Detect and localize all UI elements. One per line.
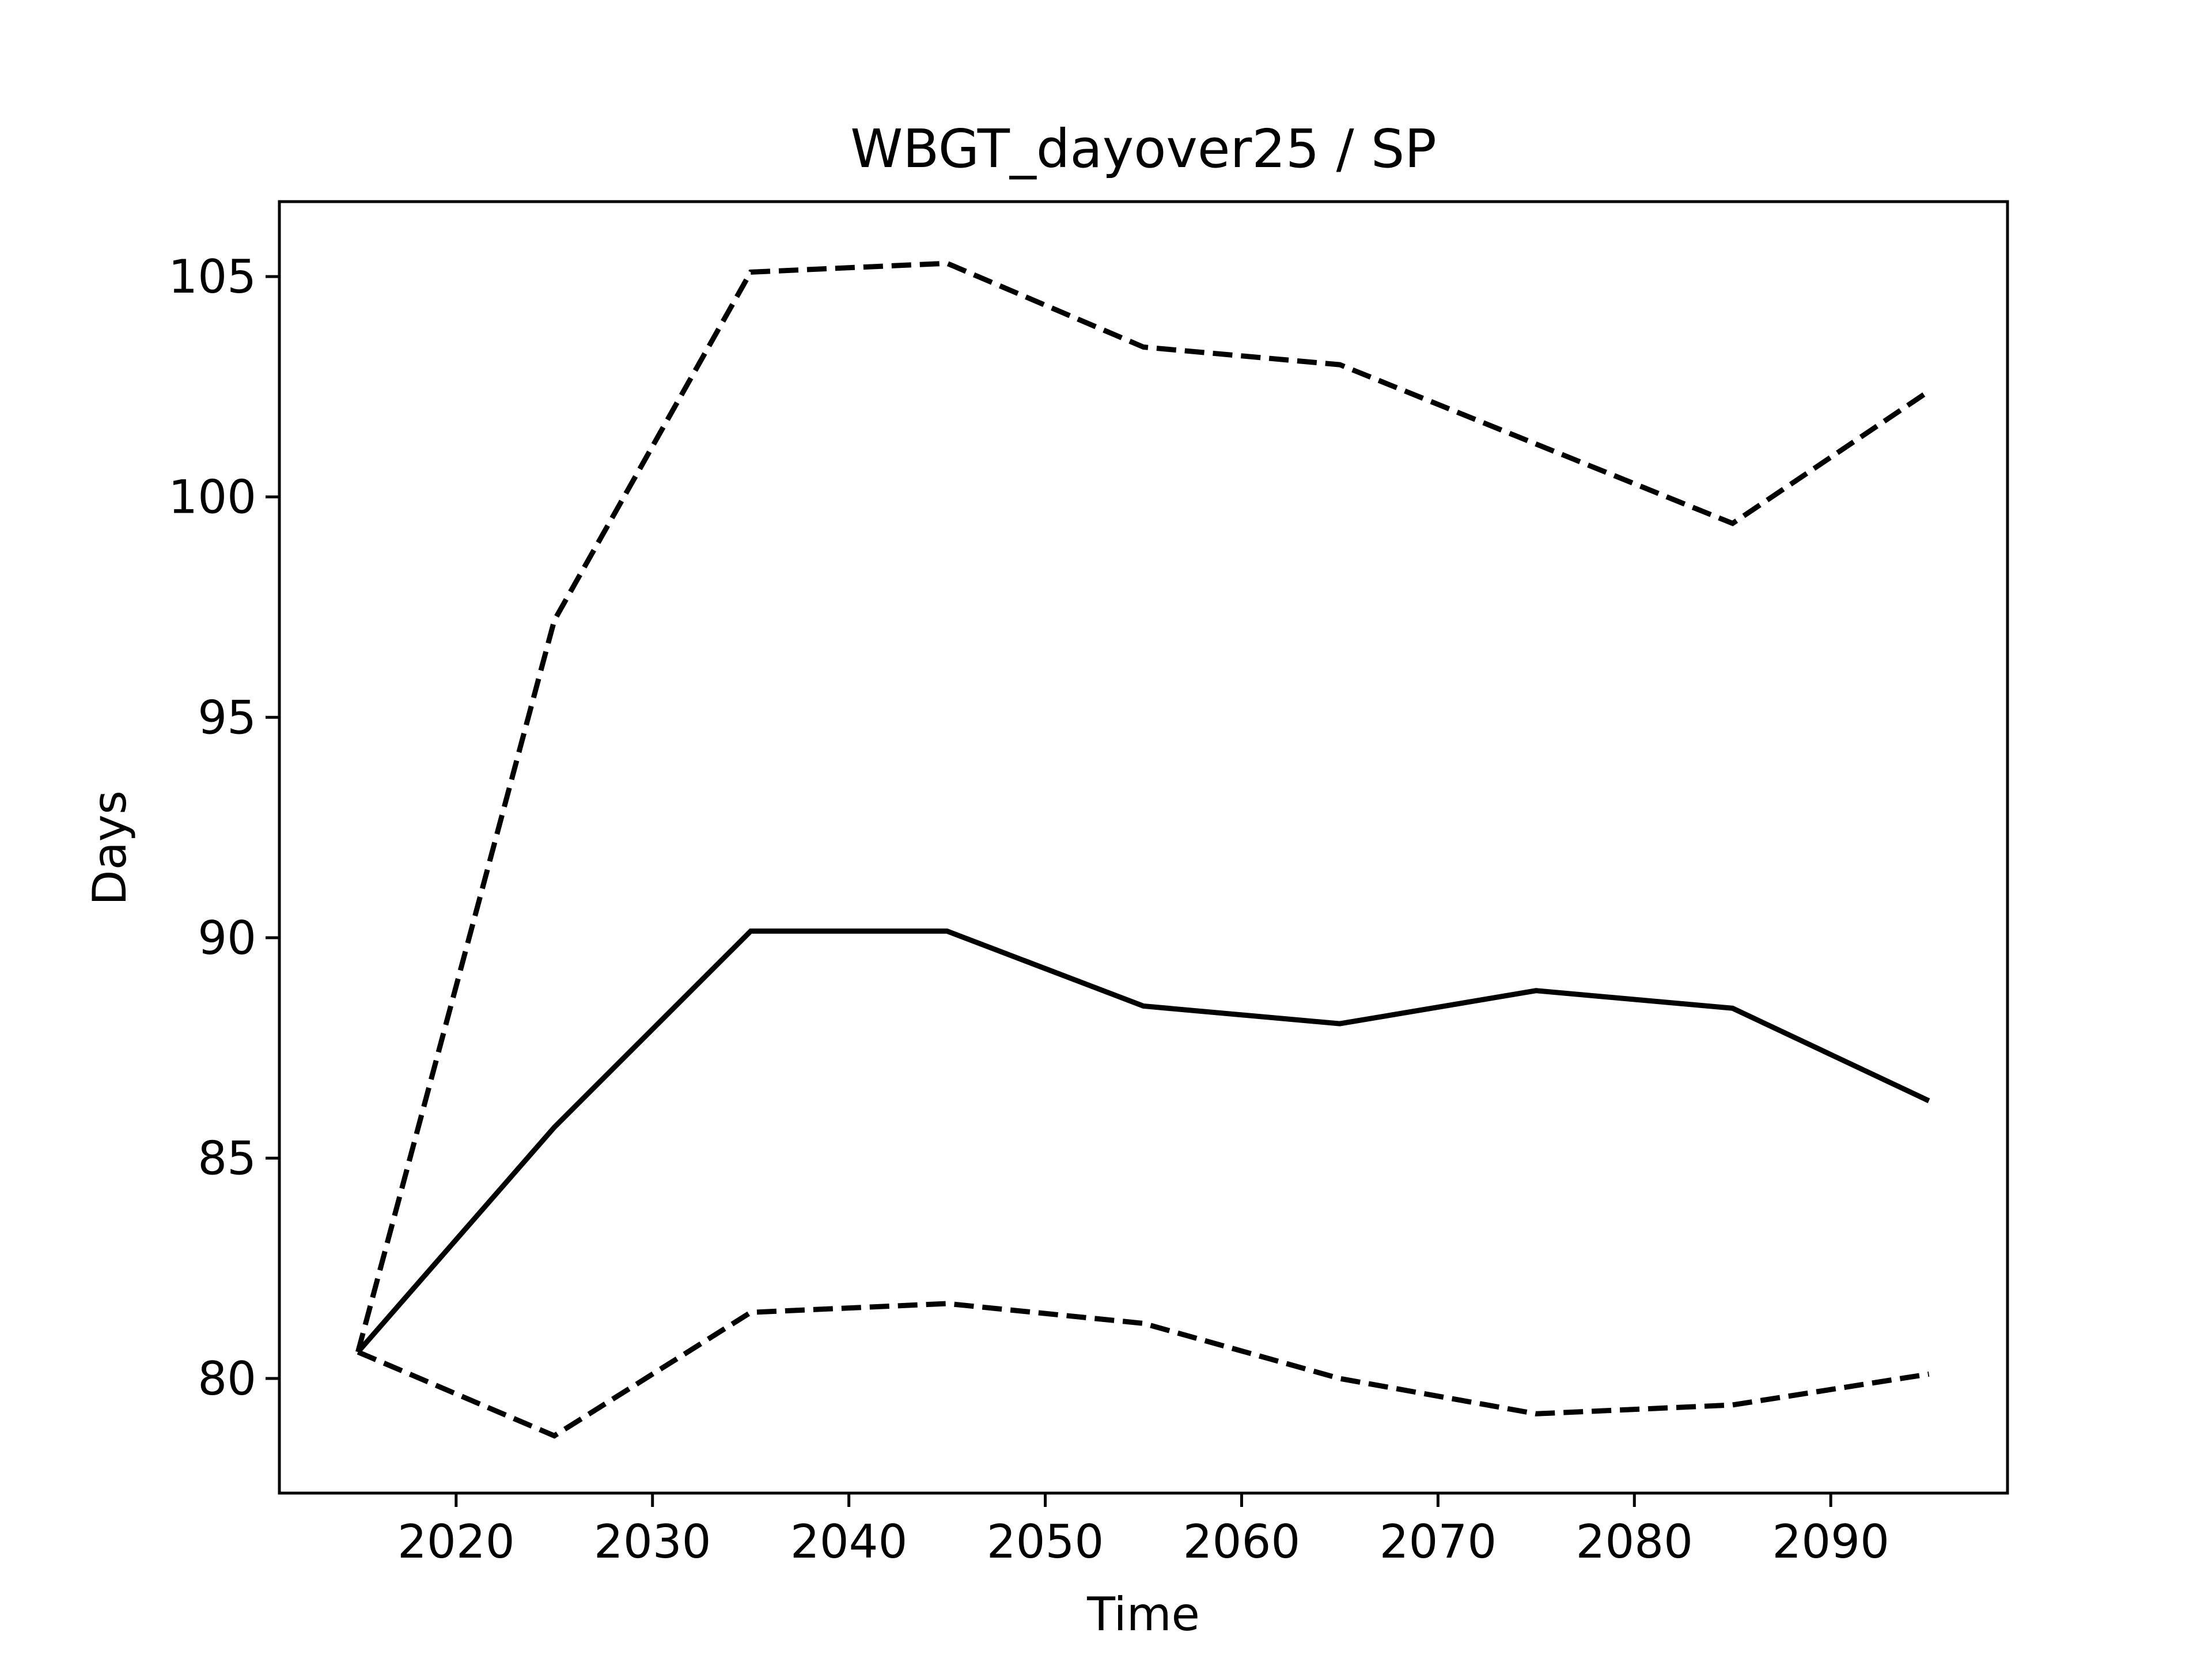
y-tick-label: 105 [168,250,256,304]
x-tick-label: 2080 [1575,1515,1693,1569]
x-tick-label: 2090 [1772,1515,1889,1569]
y-tick-label: 95 [198,691,256,744]
y-tick-label: 90 [198,911,256,965]
y-tick-label: 100 [168,471,256,524]
y-tick-label: 80 [198,1352,256,1406]
x-tick-label: 2050 [987,1515,1104,1569]
series-line-3 [357,1301,1930,1439]
y-axis-ticks: 80 85 90 95 100 105 [168,250,279,1406]
x-tick-label: 2030 [594,1515,711,1569]
x-tick-label: 2040 [790,1515,908,1569]
series-line-1 [355,260,1931,1353]
x-tick-label: 2060 [1183,1515,1301,1569]
x-tick-label: 2020 [397,1515,515,1569]
y-axis-label: Days [83,790,137,906]
x-axis-label: Time [1086,1588,1200,1641]
y-tick-label: 85 [198,1131,256,1185]
plot-frame [278,200,2009,1495]
x-axis-ticks: 2020 2030 2040 2050 2060 2070 2080 2090 [397,1493,1889,1569]
series-line-2 [356,928,1930,1354]
x-tick-label: 2070 [1380,1515,1497,1569]
series-layer [355,260,1931,1439]
chart-title: WBGT_dayover25 / SP [850,118,1436,180]
